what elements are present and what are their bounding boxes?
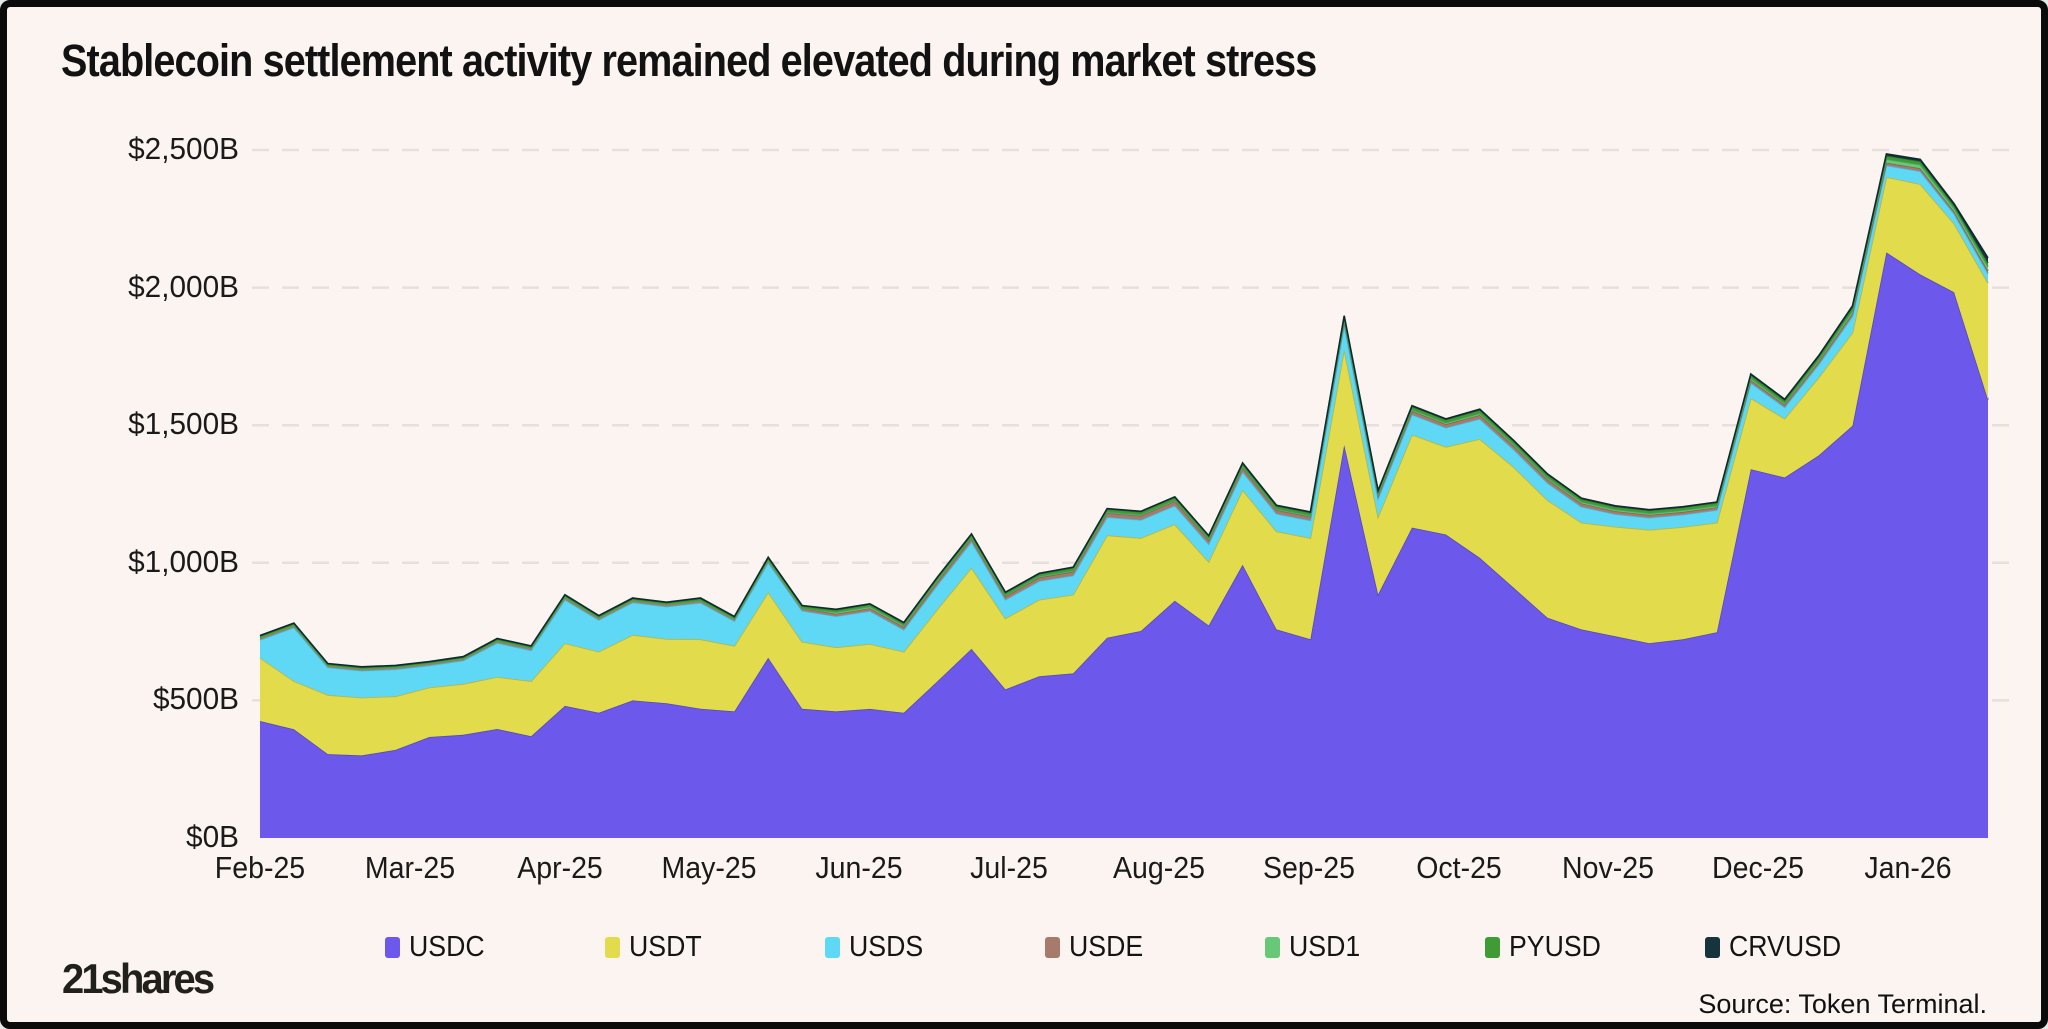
- brand-logo: 21shares: [62, 955, 215, 1002]
- stacked-area-chart: [252, 148, 2018, 838]
- legend-item-crvusd: CRVUSD: [1705, 931, 1925, 964]
- legend-label: USDS: [849, 931, 924, 963]
- source-attribution: Source: Token Terminal.: [1698, 989, 1987, 1019]
- y-axis-tick-label: $1,500B: [128, 406, 239, 442]
- y-axis-tick-label: $0B: [186, 819, 239, 854]
- x-axis-tick-label: Mar-25: [364, 850, 455, 885]
- x-axis-tick-label: May-25: [661, 850, 758, 885]
- legend-item-usd1: USD1: [1265, 931, 1485, 964]
- page-title: Stablecoin settlement activity remained …: [61, 35, 1317, 86]
- x-axis-tick-label: Jul-25: [970, 850, 1048, 885]
- x-axis-tick-label: Nov-25: [1562, 850, 1655, 885]
- legend-item-usdc: USDC: [385, 931, 605, 964]
- legend-item-pyusd: PYUSD: [1485, 931, 1705, 964]
- legend-label: CRVUSD: [1729, 931, 1842, 963]
- y-axis-tick-label: $2,000B: [128, 268, 239, 304]
- legend-swatch-icon: [825, 937, 840, 958]
- x-axis-tick-label: Dec-25: [1712, 850, 1805, 885]
- legend-swatch-icon: [1265, 937, 1280, 958]
- x-axis-tick-label: Sep-25: [1262, 850, 1355, 885]
- legend-label: USDE: [1069, 931, 1144, 963]
- legend-item-usde: USDE: [1045, 931, 1265, 964]
- legend-label: USDT: [629, 931, 702, 963]
- y-axis-tick-label: $500B: [152, 681, 239, 717]
- chart-legend: USDC USDT USDS USDE USD1 PYUSD CRVUSD: [385, 931, 1925, 964]
- x-axis-tick-label: Aug-25: [1112, 850, 1205, 885]
- legend-item-usdt: USDT: [605, 931, 825, 964]
- legend-swatch-icon: [385, 937, 400, 958]
- area-usdc: [260, 252, 1988, 838]
- x-axis-tick-label: Jan-26: [1864, 850, 1952, 885]
- legend-label: USD1: [1289, 931, 1361, 963]
- y-axis-tick-label: $1,000B: [128, 543, 239, 579]
- legend-label: USDC: [409, 931, 485, 963]
- legend-swatch-icon: [1485, 937, 1500, 958]
- area-usdt: [260, 177, 1988, 756]
- legend-swatch-icon: [1045, 937, 1060, 958]
- legend-swatch-icon: [1705, 937, 1720, 958]
- legend-swatch-icon: [605, 937, 620, 958]
- x-axis-tick-label: Jun-25: [815, 850, 903, 885]
- x-axis-tick-label: Oct-25: [1415, 850, 1502, 885]
- y-axis-tick-label: $2,500B: [128, 131, 239, 166]
- edge-crvusd: [259, 152, 1989, 668]
- x-axis-tick-label: Apr-25: [516, 850, 603, 885]
- legend-label: PYUSD: [1509, 931, 1601, 963]
- x-axis-tick-label: Feb-25: [214, 850, 306, 885]
- legend-item-usds: USDS: [825, 931, 1045, 964]
